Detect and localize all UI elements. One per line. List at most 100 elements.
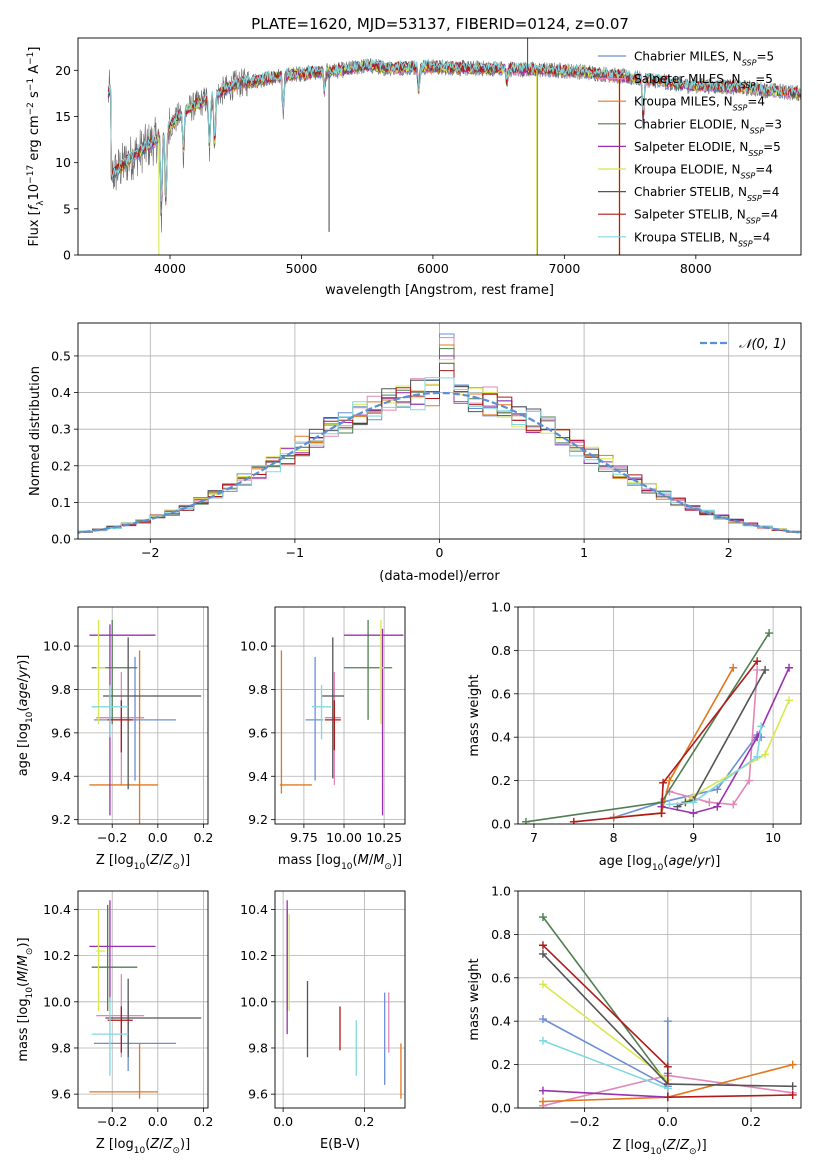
y-tick-label: 1.0 [491, 884, 511, 899]
x-tick-label: 8 [610, 830, 618, 845]
y-tick-label: 0.6 [491, 686, 511, 701]
axes-mass-vs-Z: −0.2 0.0 0.2 9.6 9.8 10.0 10.2 10.4 [43, 890, 213, 1129]
y-tick-label: 10 [55, 155, 71, 170]
y-tick-label: 0.4 [491, 730, 511, 745]
x-tick-label: 0.2 [354, 1114, 374, 1129]
y-tick-label: 9.8 [248, 682, 268, 697]
x-tick-label: 7 [530, 830, 538, 845]
weight-marker [538, 980, 547, 989]
plot-area-mass-vs-ebv [286, 900, 402, 1099]
errorbar-point-8 [91, 685, 129, 738]
errorbar-point-1 [96, 974, 145, 1058]
x-tick-label: 9.75 [290, 830, 318, 845]
weight-marker [538, 1015, 547, 1024]
weight-marker [569, 817, 578, 824]
legend-entry-0: Chabrier MILES, NSSP=5 [634, 50, 774, 68]
x-tick-label: −0.2 [569, 1114, 599, 1129]
weight-marker [788, 1060, 797, 1069]
errorbar-point-6 [105, 978, 202, 1058]
weight-marker [538, 1036, 547, 1045]
errorbar-point-6 [321, 637, 345, 779]
axes-weight-vs-age: 7 8 9 10 0.0 0.2 0.4 0.6 0.8 1.0 [491, 600, 802, 845]
legend-entry-8: Kroupa STELIB, NSSP=4 [634, 230, 770, 248]
weight-marker [538, 1097, 547, 1106]
x-axis-label: (data-model)/error [379, 569, 500, 584]
weight-marker [538, 941, 547, 950]
errorbar-point-5 [96, 909, 106, 1012]
errorbar-point-4 [89, 900, 156, 1002]
y-tick-label: 9.8 [51, 682, 71, 697]
weight-line-0 [542, 1018, 669, 1088]
y-tick-label: 10.0 [240, 639, 268, 654]
x-axis-label: Z [log10(Z/Z⊙)] [96, 1137, 190, 1156]
x-tick-label: 2 [725, 545, 733, 560]
y-tick-label: 9.8 [248, 1040, 268, 1055]
y-axis-label: mass weight [467, 958, 482, 1040]
x-axis-label: mass [log10(M/M⊙)] [278, 853, 402, 872]
y-tick-label: 10.4 [43, 902, 71, 917]
y-tick-label: 9.8 [51, 1040, 71, 1055]
weight-marker [538, 1086, 547, 1095]
legend-entry-5: Kroupa ELODIE, NSSP=4 [634, 163, 773, 181]
model-spectrum-7 [107, 60, 801, 199]
y-tick-label: 9.2 [51, 812, 71, 827]
weight-marker [689, 798, 698, 807]
y-axis-label: Normed distribution [28, 366, 43, 496]
axes-frame [274, 890, 406, 1109]
x-axis-label: age [log10(age/yr)] [599, 854, 721, 873]
errorbar-point-3 [91, 904, 138, 1012]
plot-area-mass-vs-Z [89, 900, 202, 1099]
weight-marker [665, 800, 674, 809]
weight-line-7 [542, 944, 793, 1099]
weight-line-8 [542, 1039, 669, 1090]
x-tick-label: 8000 [680, 261, 712, 276]
x-tick-label: 0.0 [148, 830, 168, 845]
weight-line-4 [542, 1089, 668, 1098]
weight-marker [729, 800, 738, 809]
y-tick-label: 0 [63, 248, 71, 263]
weight-marker [663, 1093, 672, 1102]
errorbar-point-7 [324, 700, 341, 751]
weight-marker [729, 663, 738, 672]
y-tick-label: 9.2 [248, 812, 268, 827]
x-tick-label: −2 [141, 545, 159, 560]
errorbar-point-8 [311, 685, 332, 740]
axes-frame [77, 37, 802, 256]
y-tick-label: 9.6 [51, 725, 71, 740]
x-tick-label: 0.2 [193, 1114, 213, 1129]
model-spectrum-8 [107, 58, 801, 202]
errorbar-point-1 [96, 672, 145, 785]
plot-area-weight-vs-Z [538, 913, 797, 1108]
y-tick-label: 0.2 [491, 773, 511, 788]
x-tick-label: 7000 [548, 261, 580, 276]
weight-line-8 [669, 726, 762, 806]
weight-marker [765, 629, 774, 638]
x-tick-label: 0 [436, 545, 444, 560]
plot-area-residuals [78, 333, 801, 535]
x-tick-label: −0.2 [97, 1114, 127, 1129]
x-tick-label: 9 [689, 830, 697, 845]
x-axis-label: Z [log10(Z/Z⊙)] [612, 1138, 706, 1157]
y-tick-label: 1.0 [491, 600, 511, 615]
plot-area-age-vs-mass [279, 620, 404, 816]
model-spectrum-5 [108, 60, 801, 205]
normal-distribution-curve [78, 391, 801, 534]
weight-marker [753, 657, 762, 666]
axes-spectrum: 4000 5000 6000 7000 8000 0 5 10 15 20 [55, 37, 802, 276]
y-tick-label: 10.2 [240, 948, 268, 963]
x-tick-label: 10.00 [326, 830, 362, 845]
y-tick-label: 0.8 [491, 927, 511, 942]
weight-marker [761, 750, 770, 759]
x-tick-label: 5000 [286, 261, 318, 276]
weight-marker [753, 752, 762, 761]
weight-marker [761, 665, 770, 674]
axes-frame [77, 322, 802, 540]
y-axis-label: mass [log10(M/M⊙)] [16, 937, 35, 1061]
legend: Chabrier MILES, NSSP=5 Salpeter MILES, NS… [598, 50, 782, 248]
weight-marker [745, 776, 754, 785]
weight-marker [663, 1062, 672, 1071]
residual-histogram-8 [78, 377, 801, 535]
y-tick-label: 0.0 [491, 1101, 511, 1116]
x-tick-label: 10.25 [366, 830, 402, 845]
